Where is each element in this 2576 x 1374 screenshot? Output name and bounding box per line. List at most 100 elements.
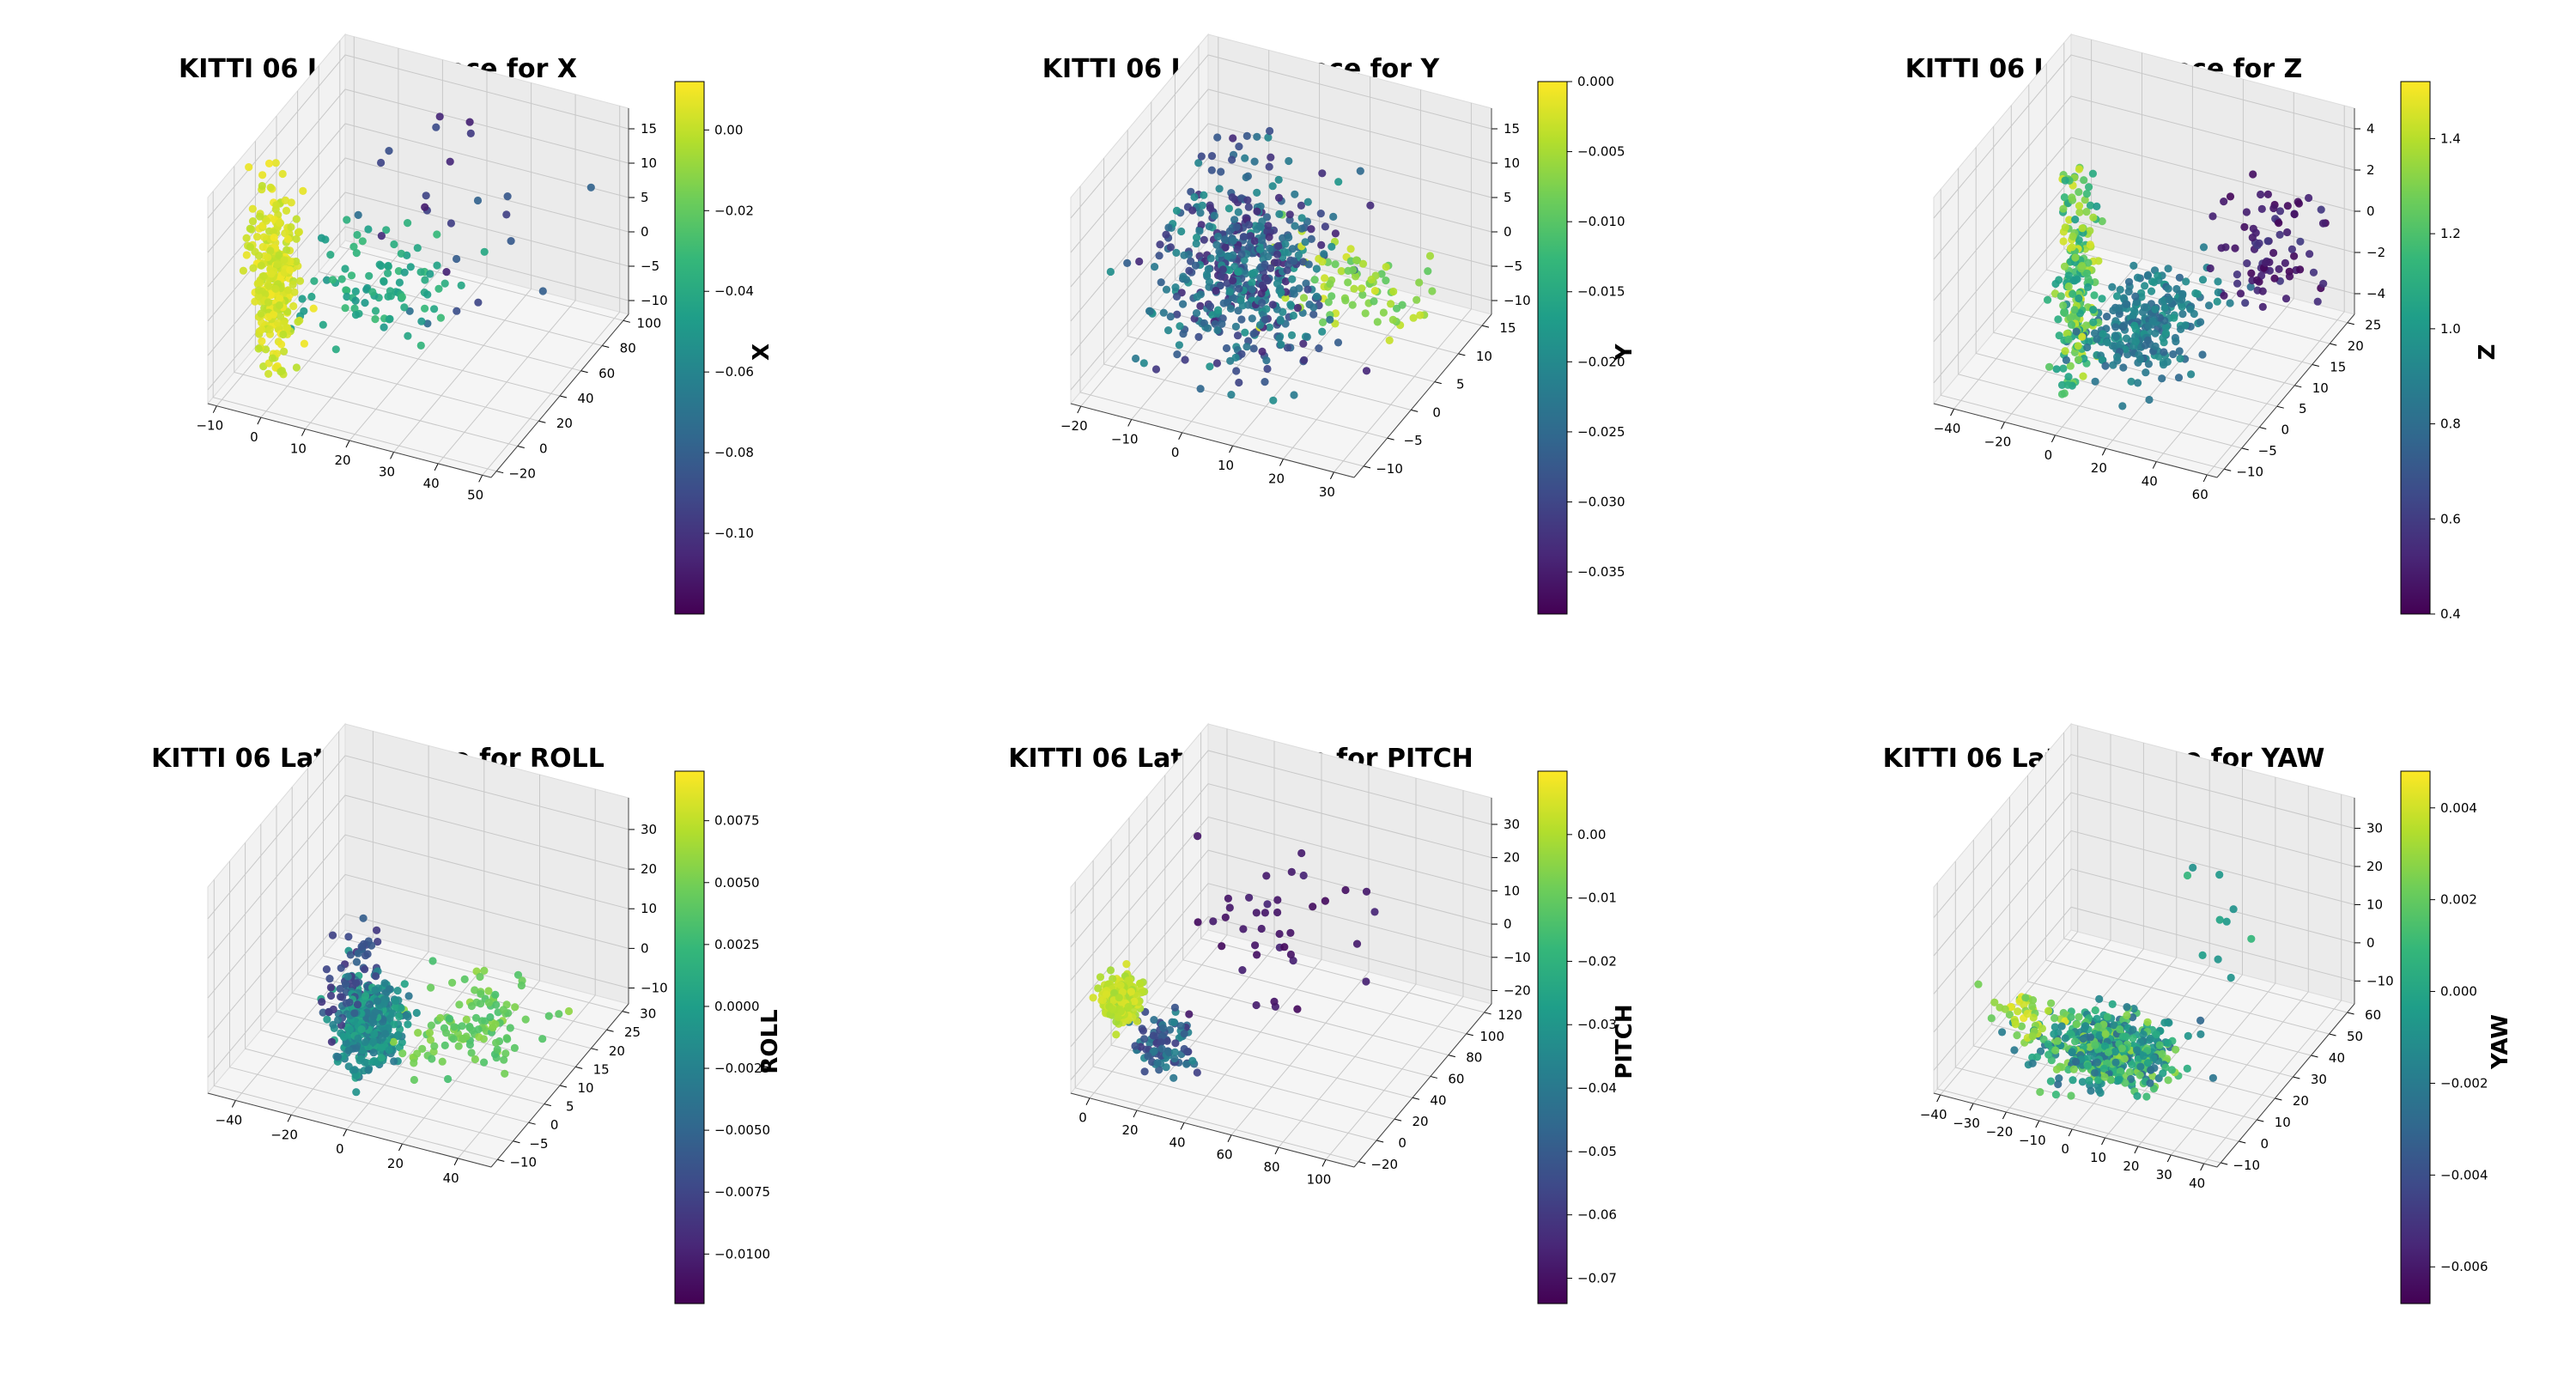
data-point [1242, 343, 1251, 351]
panel-roll: KITTI 06 Latent Space for ROLL −40−20020… [151, 722, 783, 1304]
data-point [2220, 291, 2228, 300]
data-point [326, 983, 335, 992]
data-point [309, 304, 318, 313]
data-point [2143, 1018, 2152, 1026]
data-point [1237, 350, 1246, 358]
data-point [1268, 182, 1277, 191]
z-tick-label: 20 [2366, 859, 2383, 874]
data-point [1231, 353, 1240, 362]
data-point [416, 268, 425, 277]
data-point [1998, 1028, 2007, 1037]
data-point [1367, 276, 1376, 284]
y-tick-label: 40 [1430, 1092, 1446, 1108]
data-point [1162, 230, 1170, 239]
data-point [412, 1008, 421, 1018]
z-gridline [1070, 123, 1492, 288]
data-point [421, 203, 429, 211]
y-tick-mark [2311, 1055, 2318, 1058]
x-gridline [1183, 753, 1322, 1123]
x-tick-mark [1969, 1103, 1974, 1111]
x-tick-mark [2134, 1146, 2139, 1154]
y-tick-label: 10 [2275, 1115, 2291, 1130]
data-point [1413, 295, 1421, 304]
data-point [2110, 1021, 2118, 1030]
x-tick-label: 10 [2090, 1150, 2106, 1165]
data-point [278, 169, 287, 179]
x-tick-label: 0 [2044, 447, 2053, 463]
data-point [1302, 279, 1310, 288]
data-point [1321, 274, 1329, 283]
data-point [2084, 258, 2093, 267]
x-tick-label: 10 [290, 441, 307, 457]
data-point [319, 320, 327, 329]
data-point [1238, 966, 1247, 975]
data-point [2116, 285, 2124, 294]
colorbar-tick-label: 1.2 [2440, 226, 2461, 241]
data-point [2108, 283, 2117, 291]
data-point [294, 318, 302, 326]
data-point [2186, 305, 2195, 313]
data-point [2060, 193, 2069, 202]
data-point [442, 268, 451, 277]
y-gridline [1940, 189, 2225, 470]
data-point [1288, 275, 1297, 283]
data-point [358, 237, 367, 246]
data-point [2133, 1091, 2142, 1100]
data-point [2064, 373, 2073, 381]
data-point [2155, 1041, 2164, 1049]
y-tick-label: 0 [539, 441, 548, 456]
data-point [2253, 276, 2262, 284]
data-point [1242, 131, 1251, 140]
x-tick-label: −30 [1953, 1116, 1980, 1131]
z-gridline [207, 873, 629, 1038]
data-point [1273, 258, 1282, 267]
data-point [1286, 928, 1295, 937]
x-tick-label: 100 [1307, 1171, 1332, 1187]
data-point [500, 1055, 508, 1064]
data-point [2099, 330, 2107, 338]
data-point [445, 1014, 454, 1023]
data-point [2112, 292, 2122, 301]
data-point [465, 1040, 475, 1049]
data-point [2028, 1032, 2037, 1041]
data-point [2050, 1023, 2059, 1031]
data-point [2072, 1020, 2081, 1029]
data-point [1173, 310, 1182, 319]
data-point [2044, 1050, 2053, 1059]
x-tick-mark [1229, 445, 1234, 453]
data-point [1179, 300, 1188, 308]
x-tick-mark [1279, 459, 1284, 466]
data-point [444, 1074, 453, 1084]
data-point [1370, 287, 1379, 295]
data-point [1261, 315, 1269, 324]
y-tick-mark [2294, 385, 2302, 388]
data-point [398, 1049, 407, 1058]
data-point [2139, 1052, 2148, 1061]
data-point [1273, 279, 1282, 288]
data-point [2196, 1030, 2205, 1038]
y-tick-mark [528, 1122, 536, 1125]
data-point [346, 951, 355, 959]
data-point [1415, 278, 1424, 287]
x-axis-line [1933, 403, 2218, 478]
data-point [473, 196, 483, 205]
y-tick-label: −10 [509, 1154, 537, 1170]
data-point [430, 305, 439, 313]
data-point [2091, 1006, 2099, 1015]
data-point [2129, 1005, 2138, 1013]
y-tick-label: 10 [2312, 380, 2329, 396]
data-point [385, 1046, 393, 1055]
data-point [467, 1001, 477, 1011]
data-point [1144, 1052, 1152, 1061]
z-gridline [1933, 754, 2355, 918]
data-point [249, 264, 258, 272]
data-point [2140, 303, 2148, 312]
data-point [1297, 201, 1305, 210]
data-point [2059, 204, 2068, 213]
data-point [2082, 190, 2091, 198]
data-point [1206, 204, 1215, 212]
colorbar: 0.000 −0.005 −0.010 −0.015 −0.020 −0.025 −0.03… [1537, 74, 1625, 615]
data-point [2116, 1025, 2124, 1034]
data-point [369, 1049, 378, 1057]
